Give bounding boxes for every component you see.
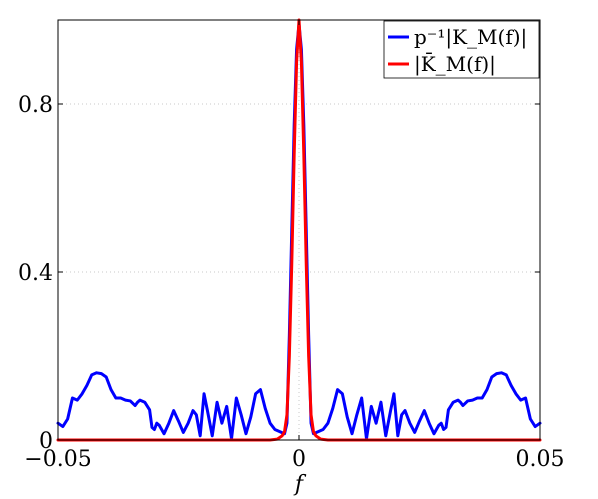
x-tick-label-2: 0.05 (516, 447, 565, 472)
x-tick-label-0: −0.05 (24, 447, 91, 472)
legend: p⁻¹|K_M(f)| |K̄_M(f)| (383, 20, 540, 79)
x-tick-label-1: 0 (292, 447, 306, 472)
plot-area (58, 20, 540, 440)
y-tick-label-1: 0.4 (18, 261, 53, 286)
legend-label-red: |K̄_M(f)| (414, 51, 496, 77)
y-tick-label-0: 0 (39, 429, 53, 454)
axis-ticks: 00.40.8−0.05 0 0.05 (18, 20, 564, 472)
legend-label-blue: p⁻¹|K_M(f)| (414, 25, 527, 50)
legend-box (383, 20, 540, 79)
x-axis-label: f (293, 472, 307, 497)
y-tick-label-2: 0.8 (18, 93, 53, 118)
